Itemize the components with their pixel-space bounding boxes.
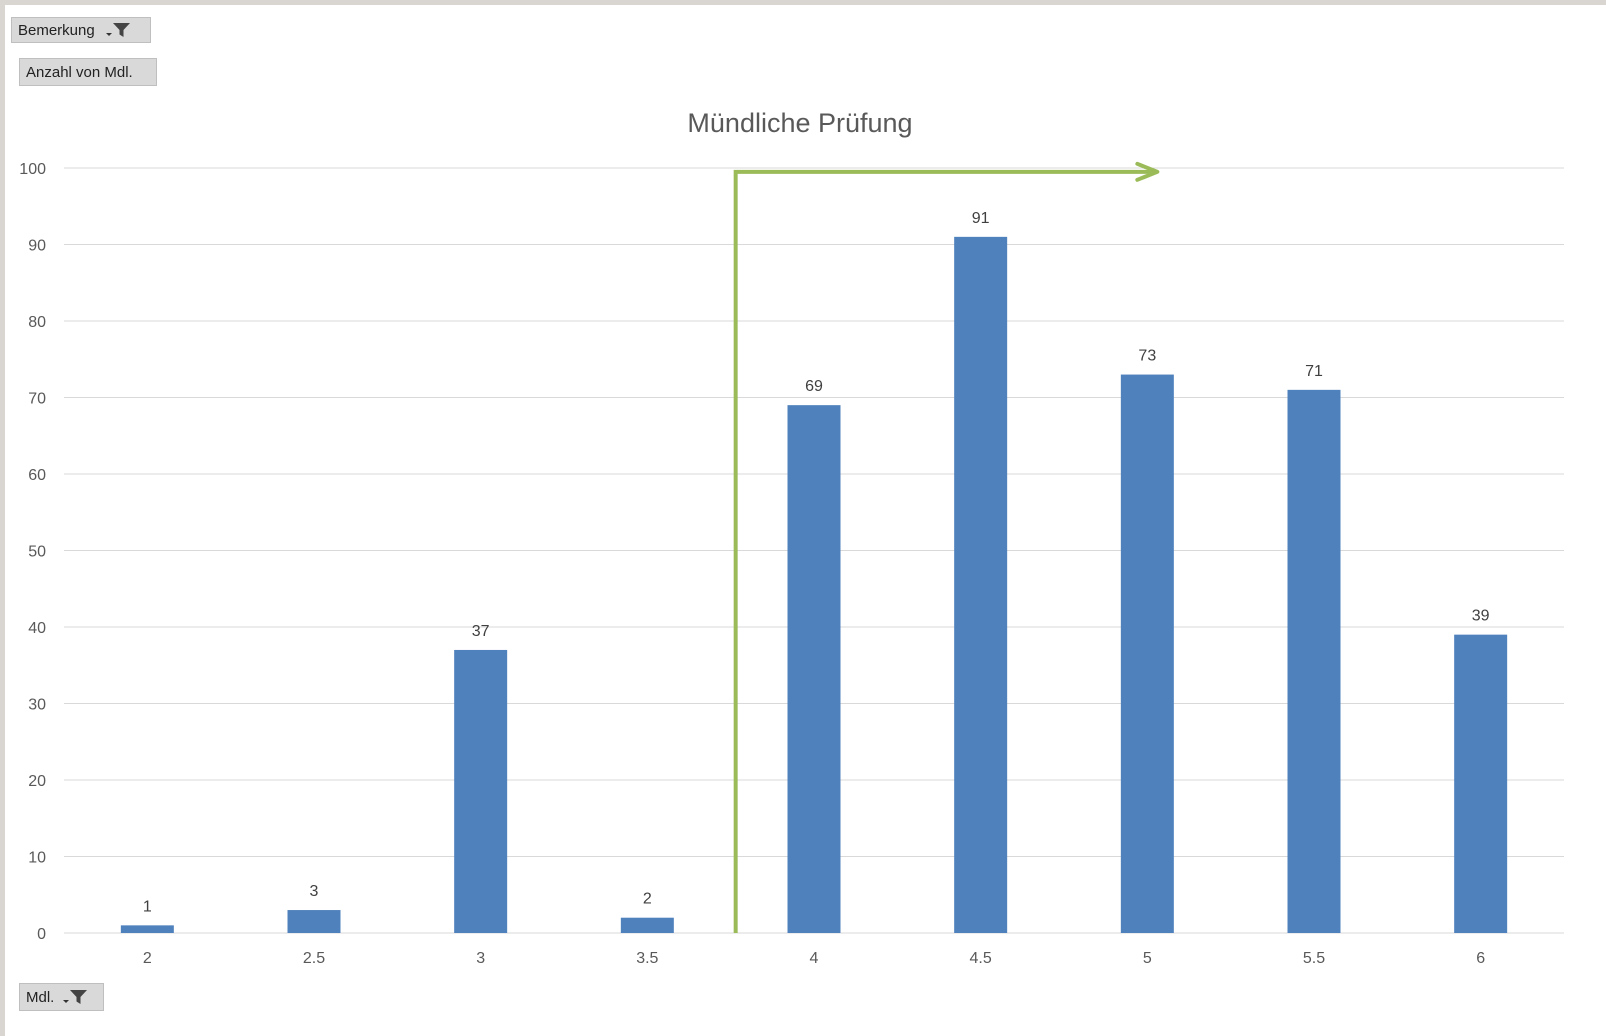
bemerkung-filter-button[interactable]: Bemerkung xyxy=(11,17,151,43)
bar-4.5[interactable] xyxy=(954,236,1008,934)
y-tick-label: 80 xyxy=(28,314,46,331)
data-label: 69 xyxy=(805,378,823,395)
funnel-dropdown-icon[interactable] xyxy=(62,988,88,1006)
data-label: 73 xyxy=(1138,348,1156,365)
data-label: 1 xyxy=(143,898,152,915)
x-tick-label: 4.5 xyxy=(970,950,992,967)
x-tick-label: 6 xyxy=(1476,950,1485,967)
data-label: 37 xyxy=(472,623,490,640)
bar-6[interactable] xyxy=(1454,634,1508,933)
y-tick-label: 20 xyxy=(28,773,46,790)
threshold-arrow-line xyxy=(733,169,1158,933)
data-label: 71 xyxy=(1305,363,1323,380)
data-labels: 1 3 37 2 69 91 73 71 39 xyxy=(143,210,1490,915)
y-tick-label: 0 xyxy=(37,926,46,943)
chart-title: Mündliche Prüfung xyxy=(687,108,913,138)
x-tick-label: 2.5 xyxy=(303,950,325,967)
funnel-dropdown-icon[interactable] xyxy=(105,21,131,39)
x-axis-ticks: 2 2.5 3 3.5 4 4.5 5 5.5 6 xyxy=(143,950,1485,967)
y-tick-label: 40 xyxy=(28,620,46,637)
x-tick-label: 5 xyxy=(1143,950,1152,967)
bar-4[interactable] xyxy=(787,405,841,933)
data-label: 2 xyxy=(643,891,652,908)
bar-5.5[interactable] xyxy=(1287,389,1341,934)
axis-field-label: Mdl. xyxy=(26,988,55,1006)
y-axis-ticks: 0 10 20 30 40 50 60 70 80 90 100 xyxy=(19,161,46,943)
x-tick-label: 3.5 xyxy=(636,950,658,967)
data-label: 3 xyxy=(310,883,319,900)
y-tick-label: 50 xyxy=(28,544,46,561)
bemerkung-filter-label: Bemerkung xyxy=(18,21,95,39)
x-tick-label: 2 xyxy=(143,950,152,967)
bar-5[interactable] xyxy=(1120,374,1174,933)
x-tick-label: 3 xyxy=(476,950,485,967)
bar-3[interactable] xyxy=(454,649,508,933)
y-tick-label: 70 xyxy=(28,391,46,408)
bar-2.5[interactable] xyxy=(287,910,341,933)
y-tick-label: 30 xyxy=(28,697,46,714)
y-tick-label: 10 xyxy=(28,850,46,867)
values-field-label: Anzahl von Mdl. xyxy=(26,63,133,81)
x-tick-label: 4 xyxy=(810,950,819,967)
values-field-button[interactable]: Anzahl von Mdl. xyxy=(19,58,157,86)
axis-field-filter-button[interactable]: Mdl. xyxy=(19,983,104,1011)
y-tick-label: 90 xyxy=(28,238,46,255)
x-tick-label: 5.5 xyxy=(1303,950,1325,967)
bar-2[interactable] xyxy=(120,925,174,933)
data-label: 39 xyxy=(1472,608,1490,625)
data-label: 91 xyxy=(972,210,990,227)
y-tick-label: 100 xyxy=(19,161,46,178)
bars xyxy=(120,236,1508,934)
y-tick-label: 60 xyxy=(28,467,46,484)
threshold-arrow-head xyxy=(1135,161,1160,182)
threshold-arrow xyxy=(733,161,1160,933)
bar-3.5[interactable] xyxy=(620,917,674,933)
